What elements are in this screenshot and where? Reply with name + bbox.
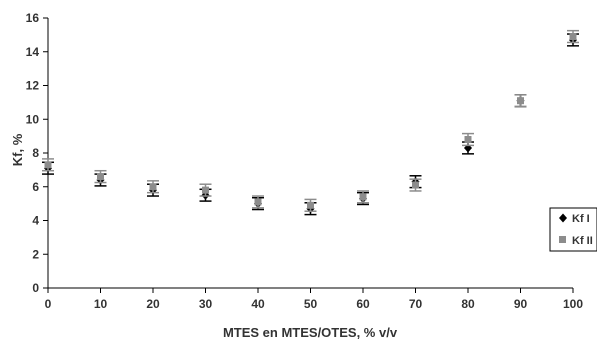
x-tick-label: 80 bbox=[461, 297, 475, 311]
x-tick-label: 100 bbox=[563, 297, 583, 311]
data-point-kf-ii bbox=[412, 181, 419, 189]
x-tick-label: 20 bbox=[146, 297, 160, 311]
y-tick-label: 4 bbox=[32, 214, 39, 228]
legend-marker-kf-i bbox=[559, 213, 567, 223]
y-tick-label: 0 bbox=[32, 281, 39, 295]
y-tick-label: 2 bbox=[32, 247, 39, 261]
data-point-kf-ii bbox=[359, 193, 367, 201]
x-axis-ticks: 0 10 20 30 40 50 60 70 80 90 100 bbox=[45, 288, 583, 311]
data-points bbox=[42, 29, 579, 216]
data-point-kf-ii bbox=[464, 136, 472, 143]
data-point-kf-ii bbox=[149, 183, 157, 191]
data-point-kf-ii bbox=[569, 33, 577, 41]
y-axis-title: Kf, % bbox=[10, 133, 25, 166]
y-axis-ticks: 0 2 4 6 8 10 12 14 16 bbox=[26, 11, 48, 295]
x-tick-label: 0 bbox=[45, 297, 52, 311]
x-tick-label: 10 bbox=[94, 297, 108, 311]
x-tick-label: 70 bbox=[409, 297, 423, 311]
data-point-kf-ii bbox=[44, 161, 52, 169]
data-point-kf-ii bbox=[254, 198, 262, 206]
x-tick-label: 90 bbox=[514, 297, 528, 311]
y-tick-label: 14 bbox=[26, 45, 40, 59]
legend-marker-kf-ii bbox=[559, 236, 566, 243]
y-tick-label: 10 bbox=[26, 112, 40, 126]
x-axis-title: MTES en MTES/OTES, % v/v bbox=[223, 325, 398, 340]
legend-box bbox=[549, 207, 597, 252]
x-tick-label: 50 bbox=[304, 297, 318, 311]
y-tick-label: 12 bbox=[26, 79, 40, 93]
x-tick-label: 60 bbox=[356, 297, 370, 311]
data-point-kf-ii bbox=[202, 186, 209, 194]
data-point-kf-ii bbox=[517, 97, 524, 105]
data-point-kf-ii bbox=[97, 173, 104, 181]
y-tick-label: 6 bbox=[32, 180, 39, 194]
legend-label-kf-ii: Kf II bbox=[572, 235, 593, 247]
plot-area bbox=[47, 18, 573, 289]
legend-label-kf-i: Kf I bbox=[572, 213, 590, 225]
data-point-kf-ii bbox=[307, 201, 314, 209]
x-tick-label: 30 bbox=[199, 297, 213, 311]
y-tick-label: 16 bbox=[26, 11, 40, 25]
x-tick-label: 40 bbox=[251, 297, 265, 311]
y-tick-label: 8 bbox=[32, 146, 39, 160]
legend: Kf I Kf II bbox=[549, 207, 597, 252]
